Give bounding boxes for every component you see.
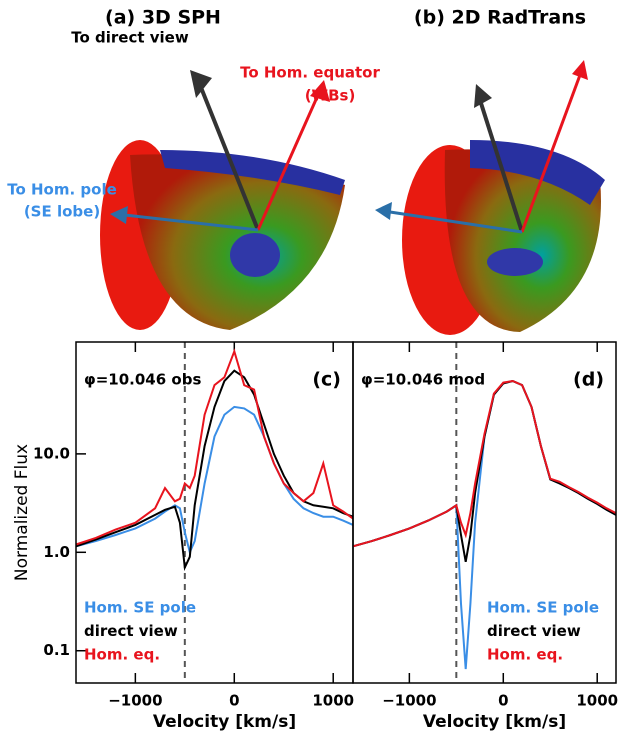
panel-label: (d) bbox=[573, 369, 604, 391]
arrow-label: To Hom. equator bbox=[240, 64, 380, 82]
arrow-label: (SE lobe) bbox=[24, 203, 100, 221]
legend-entry: direct view bbox=[487, 622, 581, 640]
x-tick-label: −1000 bbox=[108, 692, 162, 710]
annotation: φ=10.046 mod bbox=[361, 371, 485, 389]
rendering-a bbox=[100, 70, 345, 330]
y-tick-label: 1.0 bbox=[43, 543, 70, 561]
y-tick-label: 0.1 bbox=[43, 641, 70, 659]
legend-entry: direct view bbox=[84, 622, 178, 640]
arrow-label: To direct view bbox=[71, 29, 189, 47]
x-tick-label: 0 bbox=[498, 692, 508, 710]
panel-title: (b) 2D RadTrans bbox=[414, 7, 586, 29]
y-axis-label: Normalized Flux bbox=[12, 444, 32, 581]
panel-title: (a) 3D SPH bbox=[105, 7, 221, 29]
series-line bbox=[75, 369, 354, 572]
x-tick-label: 1000 bbox=[576, 692, 618, 710]
series-line bbox=[75, 348, 354, 546]
arrow-label: To Hom. pole bbox=[7, 181, 117, 199]
x-tick-label: −1000 bbox=[382, 692, 436, 710]
y-tick-label: 10.0 bbox=[33, 444, 70, 462]
series-line bbox=[352, 379, 617, 548]
legend-entry: Hom. eq. bbox=[84, 646, 160, 664]
legend-entry: Hom. eq. bbox=[487, 646, 563, 664]
x-tick-label: 1000 bbox=[312, 692, 354, 710]
annotation: φ=10.046 obs bbox=[84, 371, 201, 389]
legend-entry: Hom. SE pole bbox=[487, 599, 599, 617]
arrow-label: (WBs) bbox=[305, 87, 356, 105]
panel-label: (c) bbox=[312, 369, 341, 391]
x-tick-label: 0 bbox=[229, 692, 239, 710]
x-axis-label: Velocity [km/s] bbox=[423, 712, 566, 732]
series-line bbox=[75, 405, 354, 556]
rendering-b bbox=[375, 60, 605, 335]
legend-entry: Hom. SE pole bbox=[84, 599, 196, 617]
x-axis-label: Velocity [km/s] bbox=[153, 712, 296, 732]
plot-frame bbox=[352, 341, 617, 684]
